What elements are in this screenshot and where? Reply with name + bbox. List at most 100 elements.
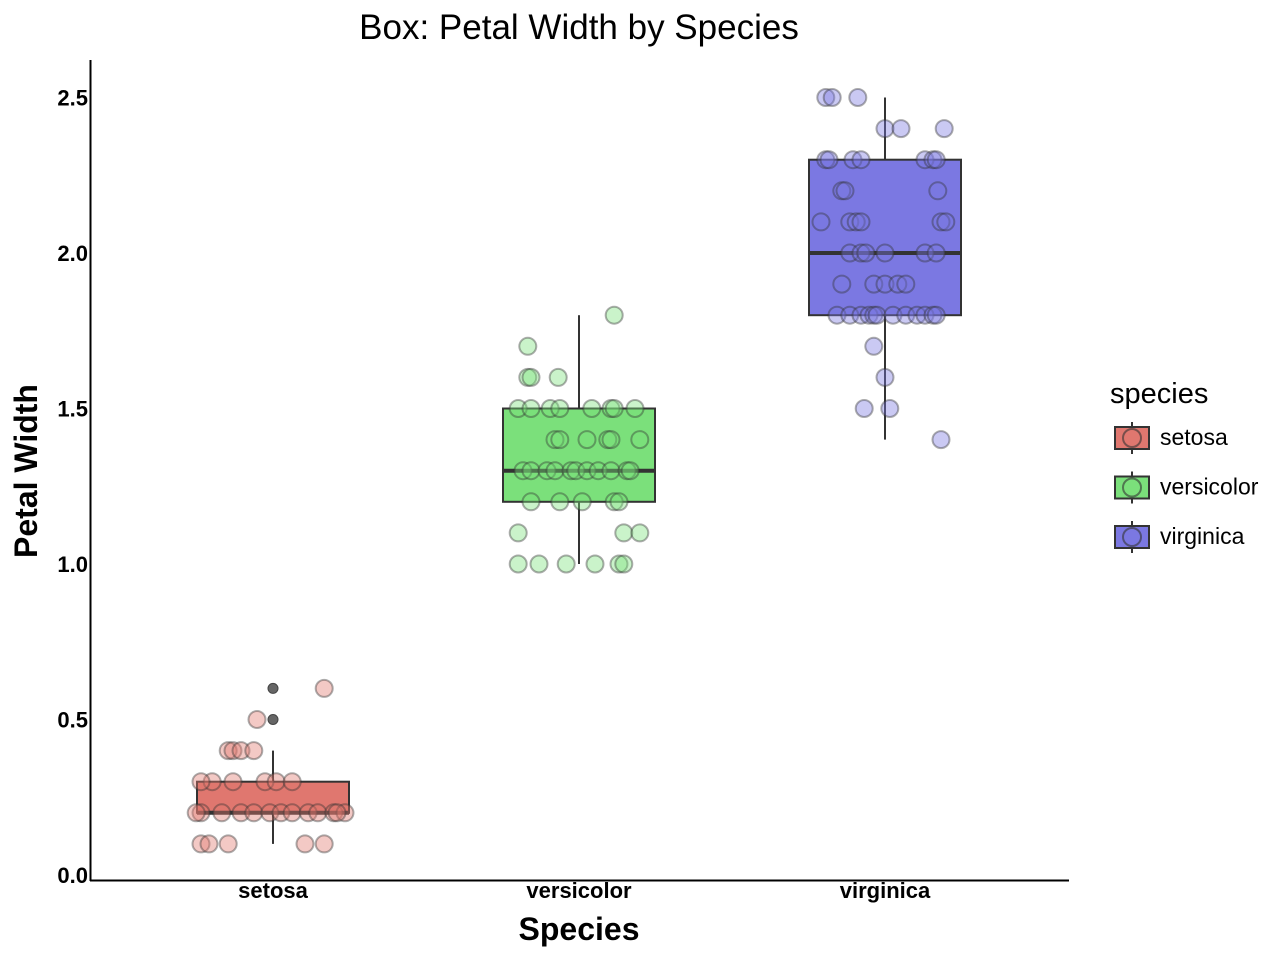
data-point (926, 150, 946, 170)
data-point (851, 305, 871, 325)
box-setosa (196, 780, 350, 814)
data-point (540, 399, 560, 418)
data-point (223, 772, 243, 792)
legend-label: virginica (1160, 523, 1245, 549)
data-point (545, 461, 565, 481)
points-setosa (186, 678, 355, 854)
data-point (934, 119, 954, 139)
data-point (867, 305, 887, 325)
data-point (556, 554, 576, 574)
data-point (888, 274, 908, 294)
data-point (314, 834, 334, 854)
data-point (513, 461, 533, 481)
data-point (582, 399, 602, 418)
data-point (926, 243, 946, 263)
data-point (875, 119, 895, 139)
legend-marker (1122, 527, 1142, 547)
data-point (545, 430, 565, 450)
data-point (907, 305, 927, 325)
outlier-point (267, 714, 279, 725)
data-point (601, 430, 621, 450)
data-point (931, 430, 951, 450)
data-point (231, 803, 251, 823)
data-point (271, 803, 291, 823)
data-point (508, 399, 528, 418)
y-tick-label: 1.5 (57, 397, 88, 422)
legend-marker (1122, 477, 1142, 498)
data-point (926, 305, 946, 325)
data-point (883, 305, 903, 325)
outlier-point (267, 682, 279, 694)
legend-marker (1122, 428, 1142, 448)
data-point (856, 243, 876, 263)
box-group-versicolor (502, 315, 656, 564)
data-point (199, 834, 219, 854)
data-point (604, 305, 624, 325)
x-tick-label: versicolor (526, 878, 632, 903)
data-point (601, 461, 621, 481)
data-point (923, 305, 943, 325)
data-point (931, 212, 951, 232)
data-point (244, 741, 264, 761)
y-tick-label: 1.0 (57, 552, 88, 577)
data-point (521, 367, 541, 387)
data-point (848, 88, 868, 107)
data-point (923, 150, 943, 170)
legend: species setosa versicolor virginica (1110, 378, 1259, 553)
data-point (518, 336, 538, 356)
data-point (832, 181, 852, 201)
data-point (840, 243, 860, 263)
data-point (529, 554, 549, 574)
data-point (864, 336, 884, 356)
data-point (521, 461, 541, 481)
data-point (282, 772, 302, 792)
data-point (223, 741, 243, 761)
data-point (577, 430, 597, 450)
legend-label: setosa (1160, 424, 1228, 450)
y-axis-title: Petal Width (8, 384, 44, 558)
data-point (191, 834, 211, 854)
data-point (548, 367, 568, 387)
data-point (588, 461, 608, 481)
data-point (308, 803, 328, 823)
legend-title: species (1110, 378, 1208, 410)
plot-area (186, 88, 962, 854)
data-point (247, 710, 267, 729)
data-point (625, 399, 645, 418)
chart-title: Box: Petal Width by Species (359, 8, 799, 47)
data-point (928, 181, 948, 201)
data-point (255, 772, 275, 792)
data-point (537, 461, 557, 481)
data-point (518, 367, 538, 387)
data-point (585, 554, 605, 574)
data-point (822, 88, 842, 107)
data-point (521, 492, 541, 512)
data-point (936, 212, 956, 232)
data-point (915, 243, 935, 263)
data-point (816, 88, 836, 107)
legend-item-versicolor: versicolor (1114, 471, 1259, 504)
y-tick-label: 2.0 (57, 241, 88, 266)
data-point (508, 554, 528, 574)
data-point (840, 212, 860, 232)
data-point (314, 678, 334, 698)
data-point (609, 554, 629, 574)
data-point (835, 181, 855, 201)
y-tick-label: 0.5 (57, 708, 88, 733)
data-point (561, 461, 581, 481)
x-tick-label: virginica (840, 878, 931, 903)
points-virginica (811, 88, 956, 450)
data-point (840, 305, 860, 325)
data-point (572, 492, 592, 512)
data-point (186, 803, 206, 823)
x-tick-labels: setosa versicolor virginica (238, 878, 931, 903)
data-point (609, 492, 629, 512)
data-point (335, 803, 355, 823)
data-point (864, 305, 884, 325)
data-point (630, 430, 650, 450)
data-point (896, 274, 916, 294)
data-point (864, 274, 884, 294)
data-point (298, 803, 318, 823)
data-point (620, 461, 640, 481)
data-point (191, 772, 211, 792)
